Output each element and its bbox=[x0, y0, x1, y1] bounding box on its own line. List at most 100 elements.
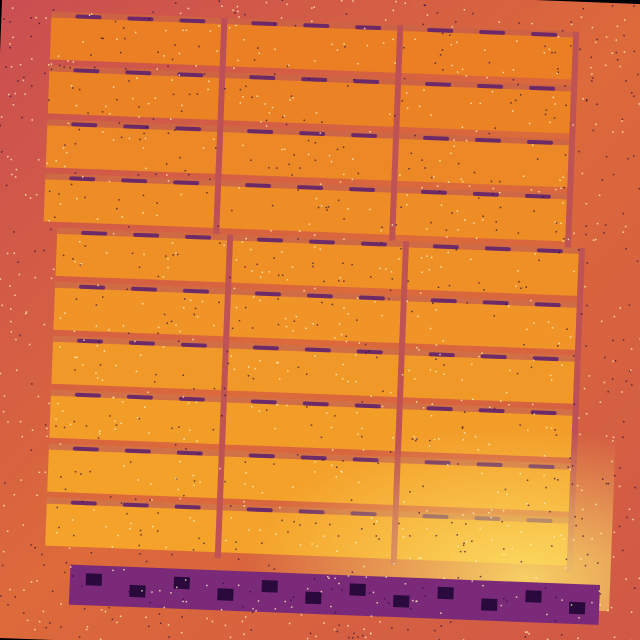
sensor-noise-speck bbox=[364, 28, 366, 30]
sensor-noise-speck bbox=[150, 483, 152, 485]
sensor-noise-speck bbox=[176, 587, 178, 589]
sensor-noise-speck bbox=[334, 578, 336, 580]
sensor-noise-speck bbox=[365, 344, 367, 346]
sensor-noise-speck bbox=[147, 392, 149, 394]
sensor-noise-speck bbox=[339, 323, 341, 325]
sensor-noise-speck bbox=[100, 364, 102, 366]
sensor-noise-speck bbox=[43, 611, 45, 613]
sensor-noise-speck bbox=[595, 504, 597, 506]
sensor-noise-speck bbox=[488, 133, 490, 135]
sensor-noise-speck bbox=[60, 203, 62, 205]
sensor-noise-speck bbox=[371, 615, 373, 617]
sensor-noise-speck bbox=[478, 356, 480, 358]
sensor-noise-speck bbox=[422, 486, 424, 488]
sensor-noise-speck bbox=[16, 169, 18, 171]
sensor-noise-speck bbox=[242, 96, 244, 98]
sensor-noise-speck bbox=[408, 370, 410, 372]
sensor-noise-speck bbox=[600, 593, 602, 595]
sensor-noise-speck bbox=[105, 526, 107, 528]
sensor-noise-speck bbox=[400, 248, 402, 250]
sensor-noise-speck bbox=[475, 436, 477, 438]
sensor-noise-speck bbox=[224, 388, 226, 390]
sensor-noise-speck bbox=[525, 636, 527, 638]
sensor-noise-speck bbox=[394, 115, 396, 117]
sensor-noise-speck bbox=[248, 366, 250, 368]
sensor-noise-speck bbox=[35, 17, 37, 19]
sensor-noise-speck bbox=[517, 84, 519, 86]
sensor-noise-speck bbox=[86, 425, 88, 427]
sensor-noise-speck bbox=[455, 21, 457, 23]
sensor-noise-speck bbox=[20, 64, 22, 66]
sensor-noise-speck bbox=[125, 68, 127, 70]
sensor-noise-speck bbox=[116, 99, 118, 101]
sensor-noise-speck bbox=[183, 495, 185, 497]
sensor-noise-speck bbox=[8, 94, 10, 96]
sensor-noise-speck bbox=[314, 355, 316, 357]
sensor-noise-speck bbox=[160, 622, 162, 624]
sensor-noise-speck bbox=[178, 489, 180, 491]
sensor-noise-speck bbox=[341, 589, 343, 591]
sensor-noise-speck bbox=[282, 274, 284, 276]
sensor-noise-speck bbox=[434, 439, 436, 441]
sensor-noise-speck bbox=[234, 12, 236, 14]
sensor-noise-speck bbox=[206, 618, 208, 620]
sensor-noise-speck bbox=[76, 356, 78, 358]
sensor-noise-speck bbox=[562, 177, 564, 179]
sensor-noise-speck bbox=[285, 318, 287, 320]
sensor-noise-speck bbox=[31, 449, 33, 451]
sensor-noise-speck bbox=[634, 51, 636, 53]
sensor-noise-speck bbox=[463, 542, 465, 544]
sensor-noise-speck bbox=[582, 509, 584, 511]
sensor-noise-speck bbox=[81, 586, 83, 588]
sensor-noise-speck bbox=[79, 129, 81, 131]
sensor-noise-speck bbox=[451, 44, 453, 46]
sensor-noise-speck bbox=[478, 282, 480, 284]
sensor-noise-speck bbox=[447, 252, 449, 254]
sensor-noise-speck bbox=[277, 298, 279, 300]
sensor-noise-speck bbox=[60, 476, 62, 478]
sensor-noise-speck bbox=[0, 125, 1, 127]
sensor-noise-speck bbox=[128, 80, 130, 82]
sensor-noise-speck bbox=[531, 367, 533, 369]
sensor-noise-speck bbox=[352, 637, 354, 639]
sensor-noise-speck bbox=[113, 233, 115, 235]
sensor-noise-speck bbox=[76, 105, 78, 107]
sensor-noise-speck bbox=[253, 296, 255, 298]
sensor-noise-speck bbox=[593, 239, 595, 241]
sensor-noise-speck bbox=[109, 415, 111, 417]
sensor-noise-speck bbox=[429, 445, 431, 447]
sensor-noise-speck bbox=[130, 461, 132, 463]
sensor-noise-speck bbox=[96, 304, 98, 306]
sensor-noise-speck bbox=[168, 180, 170, 182]
sensor-noise-speck bbox=[72, 87, 74, 89]
sensor-noise-speck bbox=[520, 473, 522, 475]
sensor-noise-speck bbox=[558, 343, 560, 345]
sensor-noise-speck bbox=[331, 588, 333, 590]
sensor-noise-speck bbox=[391, 628, 393, 630]
sensor-noise-speck bbox=[113, 397, 115, 399]
sensor-noise-speck bbox=[398, 523, 400, 525]
sensor-noise-speck bbox=[481, 353, 483, 355]
sensor-noise-speck bbox=[13, 104, 15, 106]
sensor-noise-speck bbox=[625, 226, 627, 228]
sensor-noise-speck bbox=[174, 129, 176, 131]
sensor-noise-speck bbox=[87, 626, 89, 628]
sensor-noise-speck bbox=[275, 608, 277, 610]
sensor-noise-speck bbox=[484, 49, 486, 51]
sensor-noise-speck bbox=[554, 536, 556, 538]
sensor-noise-speck bbox=[381, 242, 383, 244]
sensor-noise-speck bbox=[612, 440, 614, 442]
sensor-noise-speck bbox=[338, 535, 340, 537]
sensor-noise-speck bbox=[12, 37, 14, 39]
sensor-noise-speck bbox=[167, 66, 169, 68]
sensor-noise-speck bbox=[182, 601, 184, 603]
sensor-noise-speck bbox=[617, 26, 619, 28]
sensor-noise-speck bbox=[597, 223, 599, 225]
sensor-noise-speck bbox=[225, 540, 227, 542]
sensor-noise-speck bbox=[512, 110, 514, 112]
sensor-noise-speck bbox=[362, 635, 364, 637]
sensor-noise-speck bbox=[262, 492, 264, 494]
sensor-noise-speck bbox=[365, 637, 367, 639]
sensor-noise-speck bbox=[245, 238, 247, 240]
